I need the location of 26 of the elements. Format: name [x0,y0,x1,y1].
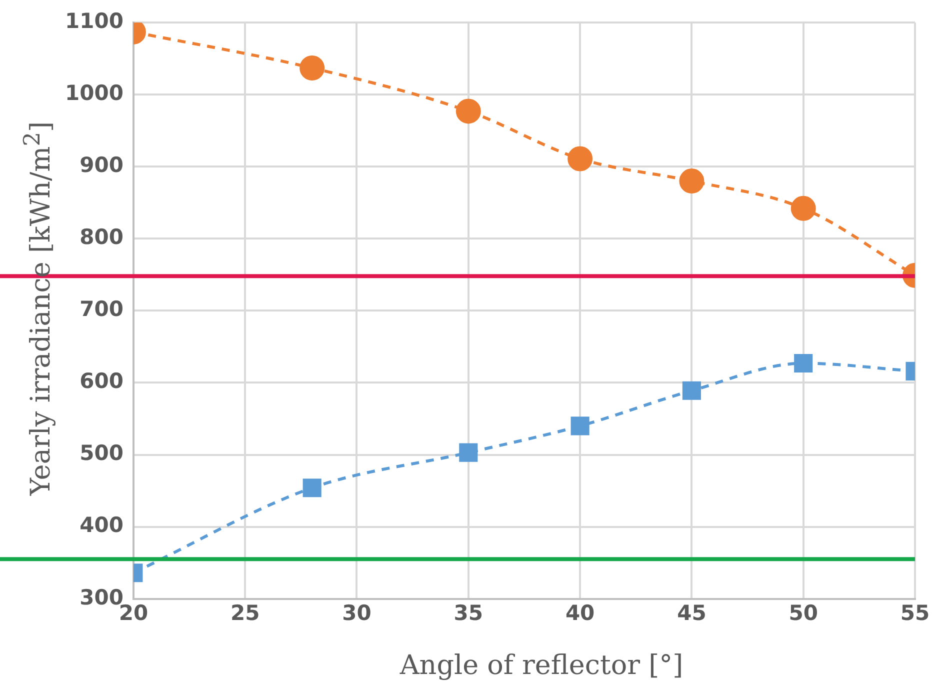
x-tick-label: 25 [230,600,260,625]
point [790,196,816,221]
point [794,354,813,373]
x-tick-label: 45 [677,600,706,625]
y-tick-label: 400 [80,513,124,538]
y-tick-label: 600 [80,369,124,394]
point [570,416,590,436]
x-axis-title: Angle of reflector [°] [398,650,684,681]
y-tick-label: 1100 [64,9,124,34]
x-tick-label: 30 [342,600,372,625]
x-tick-label: 35 [454,600,484,625]
y-tick-label: 900 [80,153,124,178]
x-tick-label: 55 [900,600,930,625]
x-tick-label: 50 [788,600,818,625]
x-tick-label: 40 [565,600,595,625]
point [459,443,478,462]
y-tick-label: 800 [80,225,124,250]
point [456,98,481,124]
y-tick-label: 700 [80,297,124,322]
point [679,168,704,194]
y-tick-label: 500 [80,441,124,466]
point [302,478,322,498]
point [568,146,593,172]
point [300,55,325,80]
point [682,381,701,400]
y-tick-label: 1000 [64,81,124,106]
